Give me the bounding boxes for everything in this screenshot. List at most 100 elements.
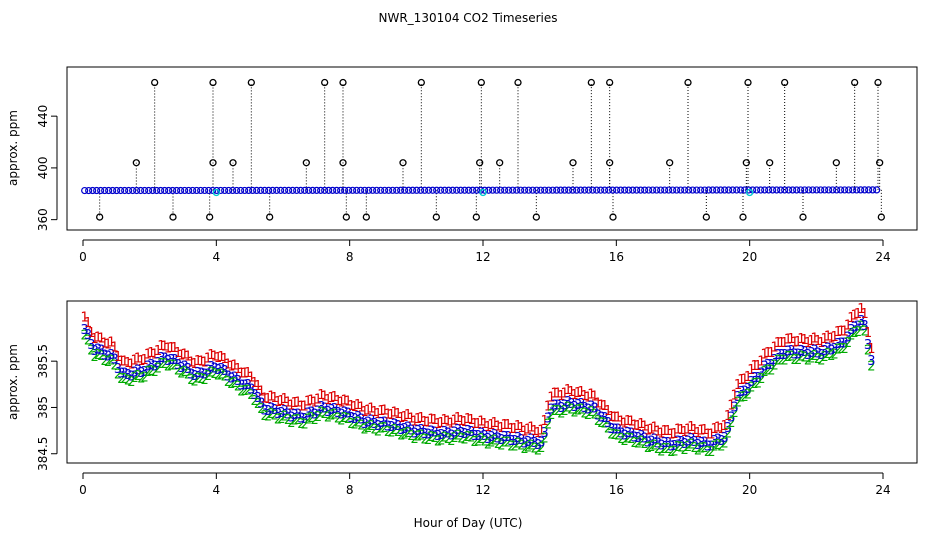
series-3-mark: 3 <box>657 439 665 454</box>
series-1-mark: 1 <box>171 341 179 356</box>
spike-point <box>96 213 104 221</box>
series-3-mark: 3 <box>157 351 165 366</box>
data-point <box>785 186 793 194</box>
series-2-mark: 2 <box>754 377 762 392</box>
series-3-mark: 3 <box>331 402 339 417</box>
series-2-mark: 2 <box>734 396 742 411</box>
series-3-mark: 3 <box>497 433 505 448</box>
data-point <box>397 186 405 194</box>
series-2-mark: 2 <box>184 367 192 382</box>
data-point <box>649 186 657 194</box>
data-point <box>845 186 853 194</box>
series-3-mark: 3 <box>757 366 765 381</box>
series-3-mark: 3 <box>171 353 179 368</box>
series-1-mark: 1 <box>434 417 442 432</box>
series-3-mark: 3 <box>867 354 875 369</box>
series-2-mark: 2 <box>831 348 839 363</box>
data-point <box>853 186 861 194</box>
series-2-mark: 2 <box>407 429 415 444</box>
series-3-mark: 3 <box>481 429 489 444</box>
series-2-mark: 2 <box>121 372 129 387</box>
series-1-mark: 1 <box>474 417 482 432</box>
series-3-mark: 3 <box>291 408 299 423</box>
series-2-mark: 2 <box>387 426 395 441</box>
series-2-mark: 2 <box>304 412 312 427</box>
series-2-mark: 2 <box>394 425 402 440</box>
x-axis-label: Hour of Day (UTC) <box>414 516 523 530</box>
series-2-mark: 2 <box>427 430 435 445</box>
series-3-mark: 3 <box>547 403 555 418</box>
series-1-mark: 1 <box>824 330 832 345</box>
series-1-mark: 1 <box>414 412 422 427</box>
series-2-mark: 2 <box>544 417 552 432</box>
data-point <box>97 186 105 195</box>
series-2-mark: 2 <box>551 404 559 419</box>
series-3-mark: 3 <box>614 423 622 438</box>
data-point <box>729 186 737 194</box>
data-point <box>129 186 137 195</box>
data-point <box>509 186 517 194</box>
series-3-mark: 3 <box>604 416 612 431</box>
series-3-mark: 3 <box>211 361 219 376</box>
data-point <box>717 186 725 194</box>
spike-point <box>877 213 885 221</box>
series-3-mark: 3 <box>511 434 519 449</box>
series-1-mark: 1 <box>791 336 799 351</box>
series-1-mark: 1 <box>191 357 199 372</box>
series-1-mark: 1 <box>527 421 535 436</box>
data-point <box>469 186 477 194</box>
series-1-mark: 1 <box>467 413 475 428</box>
series-2-mark: 2 <box>237 384 245 399</box>
series-1-mark: 1 <box>117 354 125 369</box>
series-3-mark: 3 <box>827 343 835 358</box>
data-point <box>705 186 713 194</box>
spike-point <box>206 213 214 221</box>
series-2-mark: 2 <box>644 441 652 456</box>
series-3-mark: 3 <box>561 399 569 414</box>
data-point <box>81 186 89 195</box>
series-2-mark: 2 <box>324 410 332 425</box>
series-3-mark: 3 <box>154 356 162 371</box>
data-point <box>377 186 385 194</box>
series-1-mark: 1 <box>107 336 115 351</box>
series-1-mark: 1 <box>827 331 835 346</box>
series-2-mark: 2 <box>677 440 685 455</box>
series-3-mark: 3 <box>471 429 479 444</box>
series-1-mark: 1 <box>304 395 312 410</box>
series-2-mark: 2 <box>534 444 542 459</box>
series-3-mark: 3 <box>627 426 635 441</box>
data-point <box>141 186 149 195</box>
series-2-mark: 2 <box>794 353 802 368</box>
spike-point <box>132 159 140 167</box>
series-3-mark: 3 <box>324 405 332 420</box>
series-2-mark: 2 <box>747 381 755 396</box>
spike-point <box>851 78 859 87</box>
spike-point <box>742 159 750 167</box>
series-2-mark: 2 <box>334 411 342 426</box>
series-2-mark: 2 <box>527 438 535 453</box>
series-3-mark: 3 <box>384 420 392 435</box>
series-2-mark: 2 <box>484 438 492 453</box>
bottom-x-tick-label: 0 <box>79 483 87 497</box>
series-2-mark: 2 <box>654 442 662 457</box>
spike-point <box>666 159 674 167</box>
series-1-mark: 1 <box>274 395 282 410</box>
series-1-mark: 1 <box>777 336 785 351</box>
series-2-mark: 2 <box>327 409 335 424</box>
series-1-mark: 1 <box>864 326 872 341</box>
series-1-mark: 1 <box>227 359 235 374</box>
series-1-mark: 1 <box>531 424 539 439</box>
series-2-mark: 2 <box>294 413 302 428</box>
data-point <box>421 186 429 194</box>
data-point <box>541 186 549 194</box>
data-point <box>453 186 461 194</box>
series-2-mark: 2 <box>174 364 182 379</box>
series-1-mark: 1 <box>271 391 279 406</box>
data-point <box>165 186 173 195</box>
data-point <box>517 186 525 194</box>
series-1-mark: 1 <box>591 390 599 405</box>
series-1-mark: 1 <box>407 412 415 427</box>
series-1-mark: 1 <box>471 417 479 432</box>
series-2-mark: 2 <box>351 417 359 432</box>
series-1-mark: 1 <box>594 396 602 411</box>
